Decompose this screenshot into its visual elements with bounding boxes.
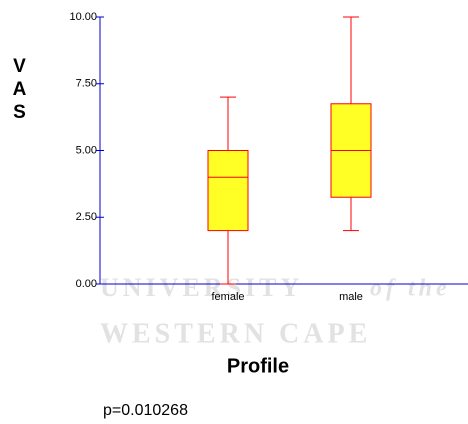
y-tick-label: 10.00 [69,11,97,23]
x-tick-label: male [339,291,363,303]
note: p=0.010268 [103,402,188,419]
watermark: UNIVERSITY [100,273,303,302]
y-tick-label: 5.00 [76,144,97,156]
box [207,150,249,232]
x-tick-label: female [211,291,244,303]
y-tick-label: 0.00 [76,278,97,290]
watermark: of the [370,276,451,302]
x-axis-label: Profile [227,355,289,377]
y-tick-label: 2.50 [76,211,97,223]
y-tick-label: 7.50 [76,78,97,90]
watermark: WESTERN CAPE [100,318,371,349]
y-axis-label: VAS [9,56,30,125]
